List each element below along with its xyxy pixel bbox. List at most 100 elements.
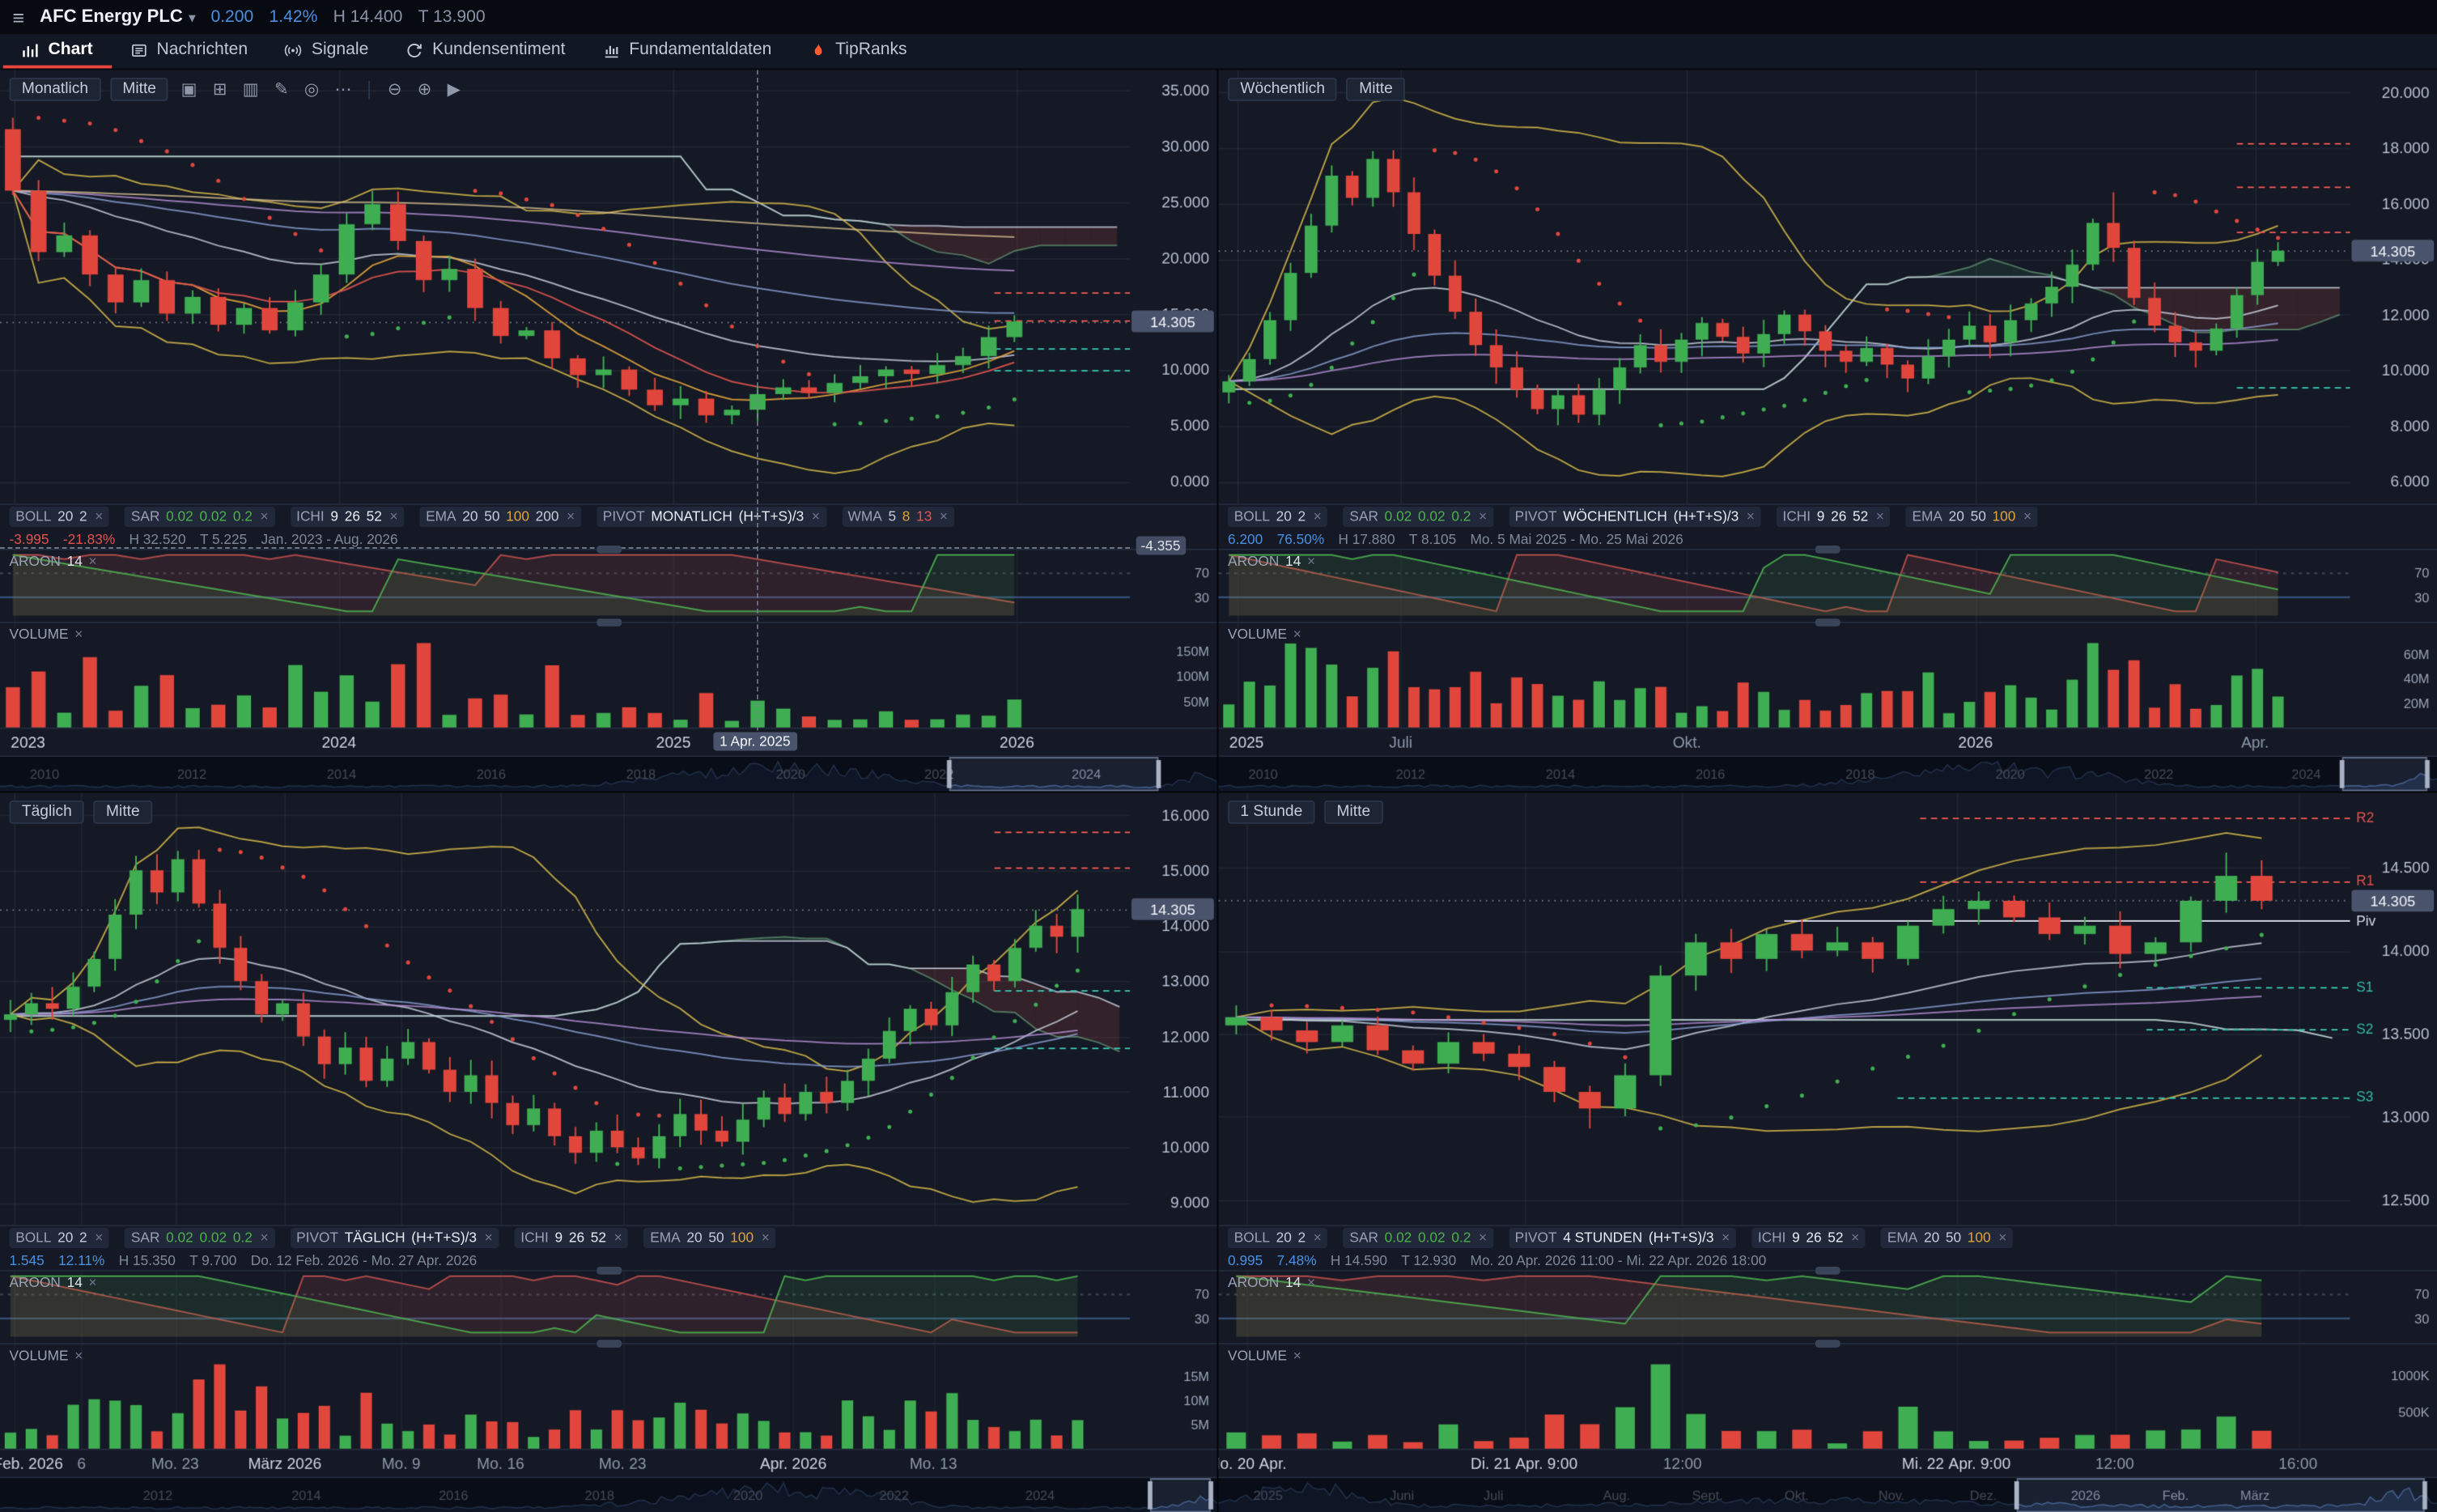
indicator-chip-ichi[interactable]: ICHI 9 26 52 ×	[1751, 1228, 1866, 1249]
navigator[interactable]	[1218, 755, 2437, 792]
date-range: Do. 12 Feb. 2026 - Mo. 27 Apr. 2026	[250, 1251, 478, 1268]
indicator-chip-sar[interactable]: SAR 0.02 0.02 0.2 ×	[125, 1228, 275, 1249]
chip-close-icon[interactable]: ×	[1722, 1229, 1730, 1246]
aroon-canvas[interactable]	[0, 1271, 1217, 1344]
tab-nachrichten[interactable]: Nachrichten	[112, 34, 266, 68]
close-aroon-icon[interactable]: ×	[88, 553, 97, 569]
panel-resize-handle[interactable]	[596, 1267, 622, 1275]
chip-close-icon[interactable]: ×	[567, 508, 575, 525]
price-chart-canvas[interactable]	[1218, 792, 2437, 1225]
aroon-canvas[interactable]	[0, 550, 1217, 622]
zoom-in-icon[interactable]: ⊕	[414, 79, 435, 100]
indicator-chip-pivot[interactable]: PIVOT TÄGLICH (H+T+S)/3 ×	[290, 1228, 499, 1249]
panel-resize-handle[interactable]	[596, 618, 622, 626]
indicator-chip-wma[interactable]: WMA 5 8 13 ×	[841, 507, 954, 527]
indicator-chip-ema[interactable]: EMA 20 50 100 ×	[1881, 1228, 2014, 1249]
panel-resize-handle[interactable]	[1815, 1267, 1840, 1275]
indicator-chip-pivot[interactable]: PIVOT MONATLICH (H+T+S)/3 ×	[597, 507, 826, 527]
close-aroon-icon[interactable]: ×	[1307, 553, 1316, 569]
chip-close-icon[interactable]: ×	[1478, 1229, 1488, 1246]
chip-close-icon[interactable]: ×	[761, 1229, 770, 1246]
tab-signale[interactable]: Signale	[266, 34, 387, 68]
volume-canvas[interactable]	[1218, 1344, 2437, 1449]
zoom-out-icon[interactable]: ⊖	[384, 79, 405, 100]
chip-close-icon[interactable]: ×	[389, 508, 398, 525]
chip-close-icon[interactable]: ×	[1875, 508, 1884, 525]
chip-close-icon[interactable]: ×	[95, 1229, 104, 1246]
chip-close-icon[interactable]: ×	[1313, 508, 1322, 525]
grid-layout-icon[interactable]: ⊞	[210, 79, 230, 100]
volume-canvas[interactable]	[0, 623, 1217, 728]
aroon-canvas[interactable]	[1218, 1271, 2437, 1344]
close-aroon-icon[interactable]: ×	[88, 1274, 97, 1290]
indicator-chip-ichi[interactable]: ICHI 9 26 52 ×	[514, 1228, 629, 1249]
timeframe-select[interactable]: Wöchentlich	[1228, 78, 1338, 101]
indicator-chip-sar[interactable]: SAR 0.02 0.02 0.2 ×	[125, 507, 275, 527]
close-volume-icon[interactable]: ×	[74, 1347, 83, 1364]
volume-canvas[interactable]	[0, 1344, 1217, 1449]
chip-close-icon[interactable]: ×	[1746, 508, 1755, 525]
chip-close-icon[interactable]: ×	[1313, 1229, 1322, 1246]
indicator-chip-boll[interactable]: BOLL 20 2 ×	[9, 507, 110, 527]
panel-resize-handle[interactable]	[1815, 546, 1840, 554]
tab-fundamentaldaten[interactable]: Fundamentaldaten	[584, 34, 791, 68]
panel-resize-handle[interactable]	[596, 1340, 622, 1348]
indicator-chip-ema[interactable]: EMA 20 50 100 200 ×	[419, 507, 581, 527]
tab-chart[interactable]: Chart	[2, 34, 112, 69]
screenshot-icon[interactable]: ▣	[178, 79, 201, 100]
draw-icon[interactable]: ✎	[271, 79, 291, 100]
align-select[interactable]: Mitte	[109, 78, 169, 101]
visibility-icon[interactable]: ◎	[301, 79, 322, 100]
chip-close-icon[interactable]: ×	[811, 508, 820, 525]
indicator-chip-ema[interactable]: EMA 20 50 100 ×	[1905, 507, 2038, 527]
panel-resize-handle[interactable]	[596, 546, 622, 554]
chip-close-icon[interactable]: ×	[95, 508, 104, 525]
indicator-chip-ichi[interactable]: ICHI 9 26 52 ×	[1776, 507, 1891, 527]
chip-close-icon[interactable]: ×	[2023, 508, 2032, 525]
close-volume-icon[interactable]: ×	[74, 626, 83, 643]
timeframe-select[interactable]: Monatlich	[9, 78, 101, 101]
go-to-latest-icon[interactable]: ▶	[444, 79, 464, 100]
align-select[interactable]: Mitte	[93, 800, 153, 824]
close-aroon-icon[interactable]: ×	[1307, 1274, 1316, 1290]
indicator-chip-pivot[interactable]: PIVOT 4 STUNDEN (H+T+S)/3 ×	[1508, 1228, 1736, 1249]
aroon-canvas[interactable]	[1218, 550, 2437, 622]
chart-style-icon[interactable]: ▥	[240, 79, 262, 100]
chip-close-icon[interactable]: ×	[1851, 1229, 1860, 1246]
navigator[interactable]	[1218, 1476, 2437, 1512]
price-chart-canvas[interactable]	[0, 70, 1217, 504]
price-chart-canvas[interactable]	[0, 792, 1217, 1225]
indicator-chip-pivot[interactable]: PIVOT WÖCHENTLICH (H+T+S)/3 ×	[1508, 507, 1761, 527]
tab-kundensentiment[interactable]: Kundensentiment	[387, 34, 584, 68]
indicator-chip-sar[interactable]: SAR 0.02 0.02 0.2 ×	[1343, 1228, 1493, 1249]
more-options-icon[interactable]: ⋯	[332, 79, 355, 100]
navigator[interactable]	[0, 1476, 1217, 1512]
chip-close-icon[interactable]: ×	[484, 1229, 493, 1246]
close-volume-icon[interactable]: ×	[1293, 1347, 1301, 1364]
chip-close-icon[interactable]: ×	[260, 1229, 269, 1246]
chip-close-icon[interactable]: ×	[613, 1229, 622, 1246]
price-chart-canvas[interactable]	[1218, 70, 2437, 504]
indicator-chip-boll[interactable]: BOLL 20 2 ×	[1228, 1228, 1328, 1249]
chip-close-icon[interactable]: ×	[1478, 508, 1488, 525]
instrument-selector[interactable]: AFC Energy PLC ▾	[40, 8, 195, 27]
navigator[interactable]	[0, 755, 1217, 792]
indicator-chip-ichi[interactable]: ICHI 9 26 52 ×	[290, 507, 405, 527]
align-select[interactable]: Mitte	[1346, 78, 1406, 101]
volume-canvas[interactable]	[1218, 623, 2437, 728]
indicator-chip-sar[interactable]: SAR 0.02 0.02 0.2 ×	[1343, 507, 1493, 527]
chip-close-icon[interactable]: ×	[939, 508, 949, 525]
indicator-chip-boll[interactable]: BOLL 20 2 ×	[1228, 507, 1328, 527]
indicator-chip-ema[interactable]: EMA 20 50 100 ×	[643, 1228, 776, 1249]
panel-resize-handle[interactable]	[1815, 618, 1840, 626]
chip-close-icon[interactable]: ×	[260, 508, 269, 525]
tab-tipranks[interactable]: TipRanks	[790, 34, 925, 68]
close-volume-icon[interactable]: ×	[1293, 626, 1301, 643]
hamburger-menu-icon[interactable]: ≡	[12, 5, 24, 29]
panel-resize-handle[interactable]	[1815, 1340, 1840, 1348]
timeframe-select[interactable]: Täglich	[9, 800, 85, 824]
indicator-chip-boll[interactable]: BOLL 20 2 ×	[9, 1228, 110, 1249]
timeframe-select[interactable]: 1 Stunde	[1228, 800, 1315, 824]
chip-close-icon[interactable]: ×	[1998, 1229, 2007, 1246]
align-select[interactable]: Mitte	[1324, 800, 1383, 824]
